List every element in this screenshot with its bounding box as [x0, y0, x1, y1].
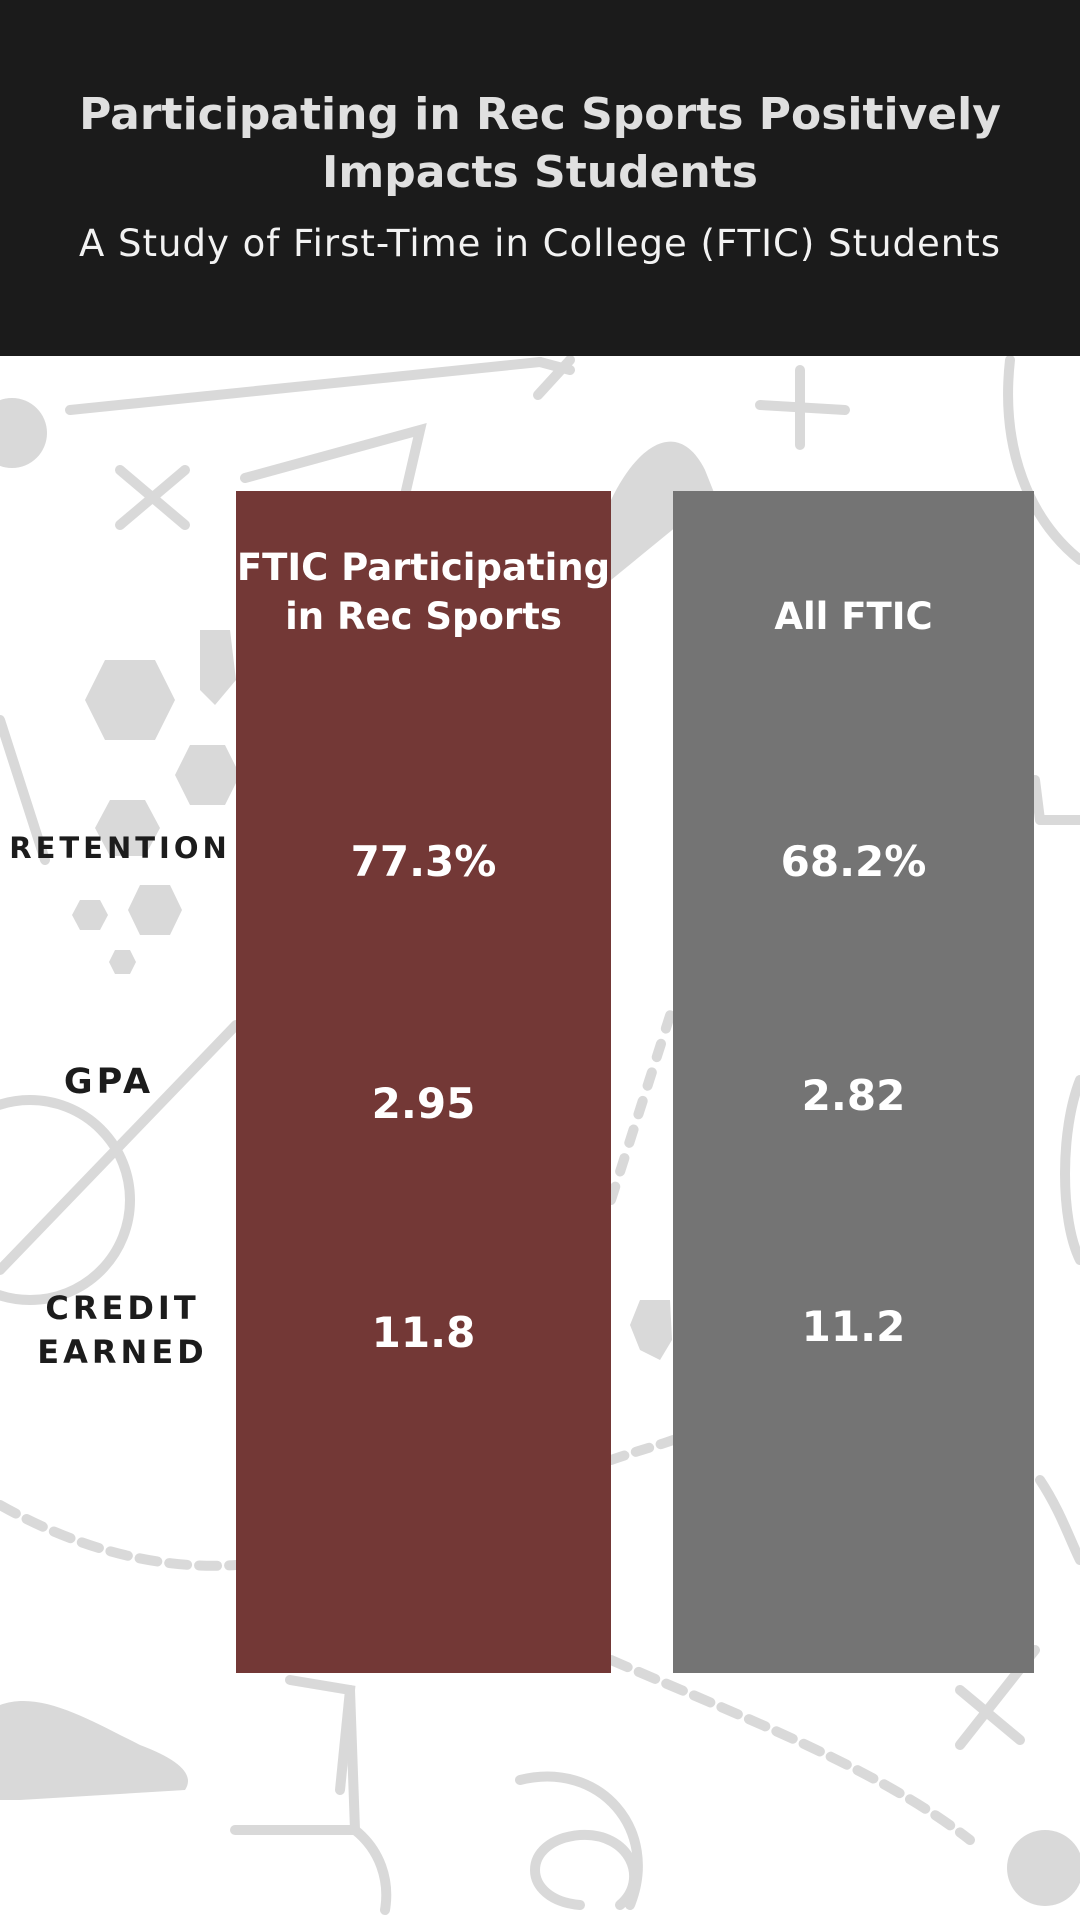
page-subtitle: A Study of First-Time in College (FTIC) …: [78, 222, 1002, 265]
all-retention-value: 68.2%: [780, 837, 927, 886]
column-header-rec-sports: FTIC Participating in Rec Sports: [236, 546, 611, 638]
rec-credit-value: 11.8: [371, 1308, 476, 1357]
page-title: Participating in Rec Sports Positively I…: [79, 89, 1001, 198]
rec-gpa-value: 2.95: [371, 1079, 476, 1128]
row-label-retention: RETENTION: [9, 831, 231, 865]
column-rec-sports: FTIC Participating in Rec Sports 77.3% 2…: [236, 491, 611, 1673]
row-label-gpa: GPA: [63, 1062, 155, 1102]
rec-retention-value: 77.3%: [350, 837, 497, 886]
column-header-all-ftic: All FTIC: [774, 595, 933, 638]
column-all-ftic: All FTIC 68.2% 2.82 11.2: [673, 491, 1034, 1673]
sports-playbook-doodles: [0, 356, 1080, 1915]
all-gpa-value: 2.82: [801, 1071, 906, 1120]
row-label-credit-earned: CREDIT EARNED: [37, 1289, 208, 1371]
header-banner: Participating in Rec Sports Positively I…: [0, 0, 1080, 356]
all-credit-value: 11.2: [801, 1302, 906, 1351]
